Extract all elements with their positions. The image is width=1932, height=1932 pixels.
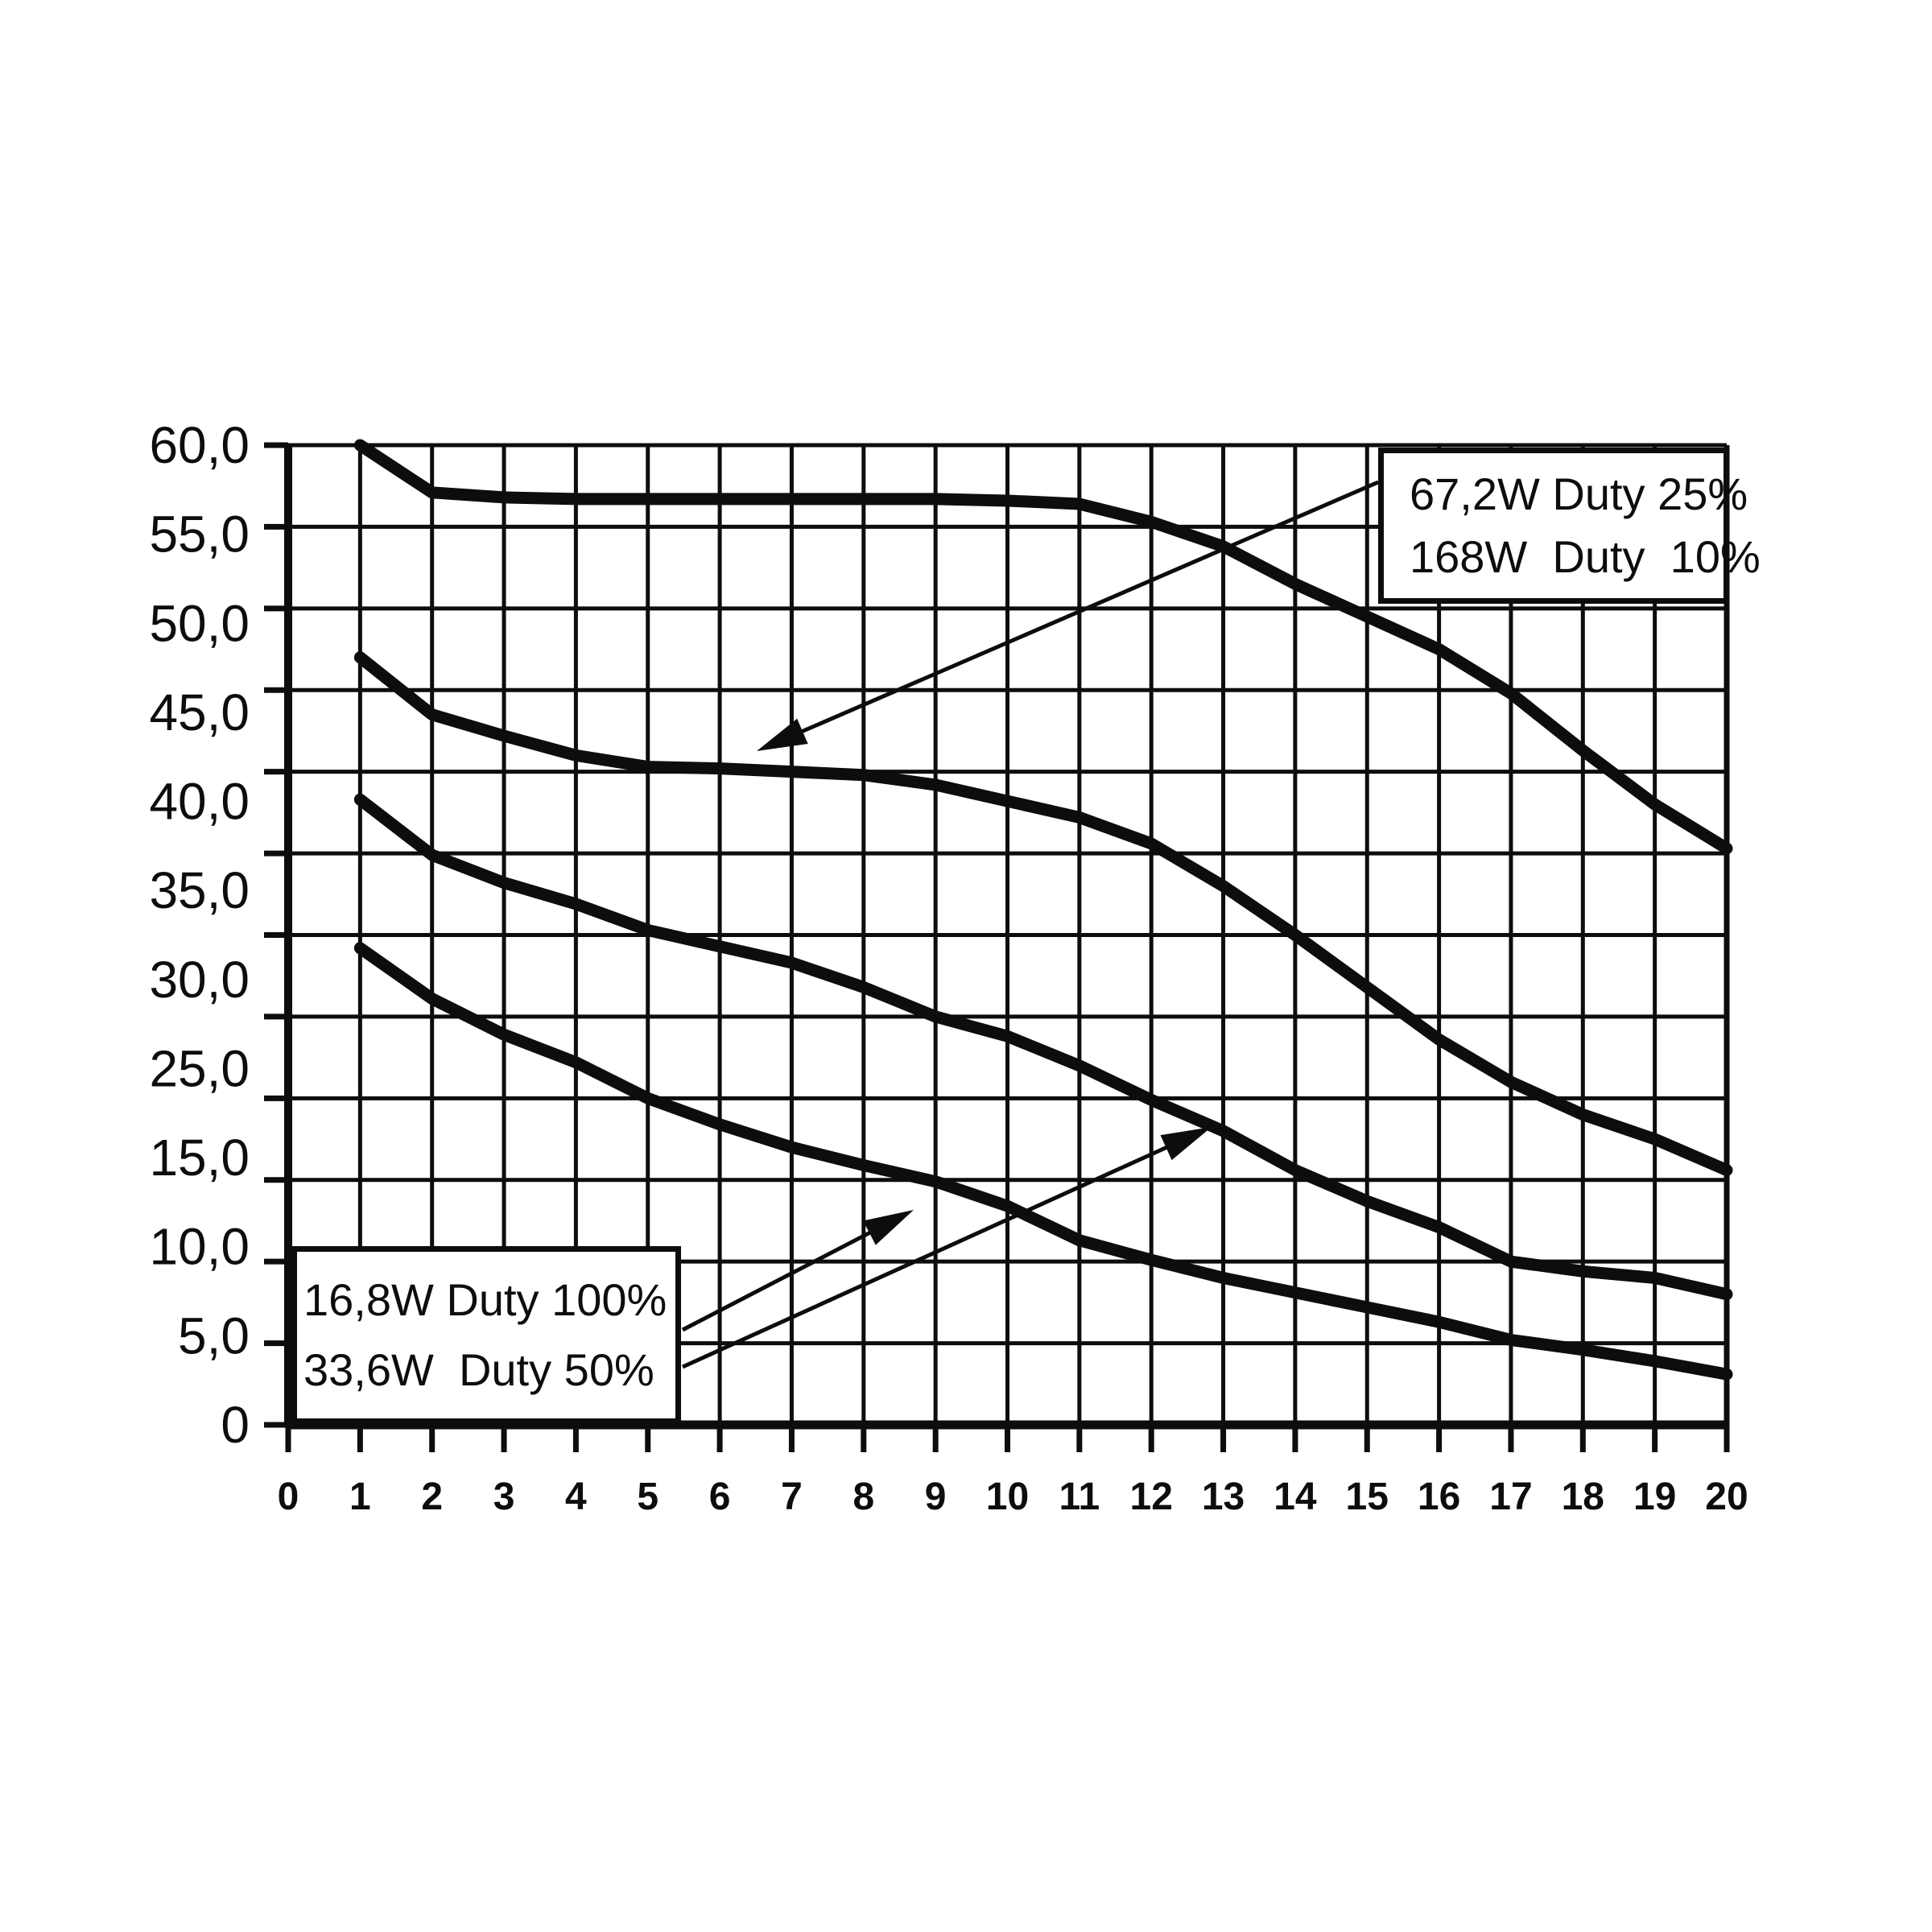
- y-axis-label: 40,0: [149, 773, 250, 831]
- annotation-arrowhead: [757, 718, 808, 751]
- x-axis-label: 9: [925, 1476, 947, 1518]
- x-axis-label: 18: [1562, 1476, 1604, 1518]
- x-axis-label: 11: [1059, 1476, 1100, 1518]
- x-axis-label: 13: [1202, 1476, 1245, 1518]
- x-axis-label: 6: [709, 1476, 731, 1518]
- y-axis-label: 50,0: [149, 594, 250, 652]
- x-axis-label: 3: [493, 1476, 515, 1518]
- x-axis-label: 20: [1705, 1476, 1748, 1518]
- legend-label-67w-duty-25: 67,2W Duty 25%: [1410, 468, 1748, 519]
- series-line-4: [353, 942, 1733, 1381]
- legend-box-top-right: 67,2W Duty 25% 168W Duty 10%: [1378, 448, 1761, 604]
- annotation-arrowhead: [863, 1210, 914, 1245]
- x-axis-label: 14: [1274, 1476, 1317, 1518]
- y-axis-label: 60,0: [149, 416, 250, 474]
- x-axis-label: 12: [1130, 1476, 1173, 1518]
- annotation-arrowhead: [1160, 1127, 1212, 1161]
- x-axis-label: 16: [1418, 1476, 1460, 1518]
- series-line-3: [353, 793, 1733, 1301]
- y-axis-label: 5,0: [178, 1307, 250, 1364]
- legend-label-168w-duty-10: 168W Duty 10%: [1410, 531, 1761, 583]
- x-axis-label: 0: [278, 1476, 299, 1518]
- series-line-2: [353, 651, 1733, 1177]
- x-axis-label: 17: [1489, 1476, 1532, 1518]
- x-axis-label: 1: [349, 1476, 371, 1518]
- series-line-1: [353, 439, 1733, 855]
- legend-label-33w-duty-50: 33,6W Duty 50%: [303, 1344, 654, 1396]
- y-axis-label: 10,0: [149, 1218, 250, 1276]
- x-axis-label: 2: [421, 1476, 443, 1518]
- annotation-arrow-shaft: [681, 1143, 1172, 1369]
- y-axis-label: 25,0: [149, 1039, 250, 1097]
- y-axis-label: 55,0: [149, 506, 250, 564]
- x-axis-label: 4: [565, 1476, 587, 1518]
- y-axis-label: 15,0: [149, 1129, 250, 1187]
- legend-box-bottom-left: 16,8W Duty 100% 33,6W Duty 50%: [291, 1246, 681, 1424]
- x-axis-label: 8: [852, 1476, 874, 1518]
- x-axis-label: 7: [781, 1476, 803, 1518]
- legend-label-16w-duty-100: 16,8W Duty 100%: [303, 1274, 667, 1325]
- y-axis-label: 35,0: [149, 861, 250, 919]
- x-axis-label: 19: [1633, 1476, 1676, 1518]
- y-axis-label: 45,0: [149, 683, 250, 741]
- annotation-arrow-shaft: [797, 480, 1379, 736]
- x-axis-label: 10: [986, 1476, 1029, 1518]
- y-axis-label: 30,0: [149, 951, 250, 1009]
- annotation-arrow-shaft: [681, 1228, 875, 1332]
- x-axis-label: 15: [1346, 1476, 1389, 1518]
- y-axis-label: 0: [221, 1396, 250, 1454]
- x-axis-label: 5: [637, 1476, 658, 1518]
